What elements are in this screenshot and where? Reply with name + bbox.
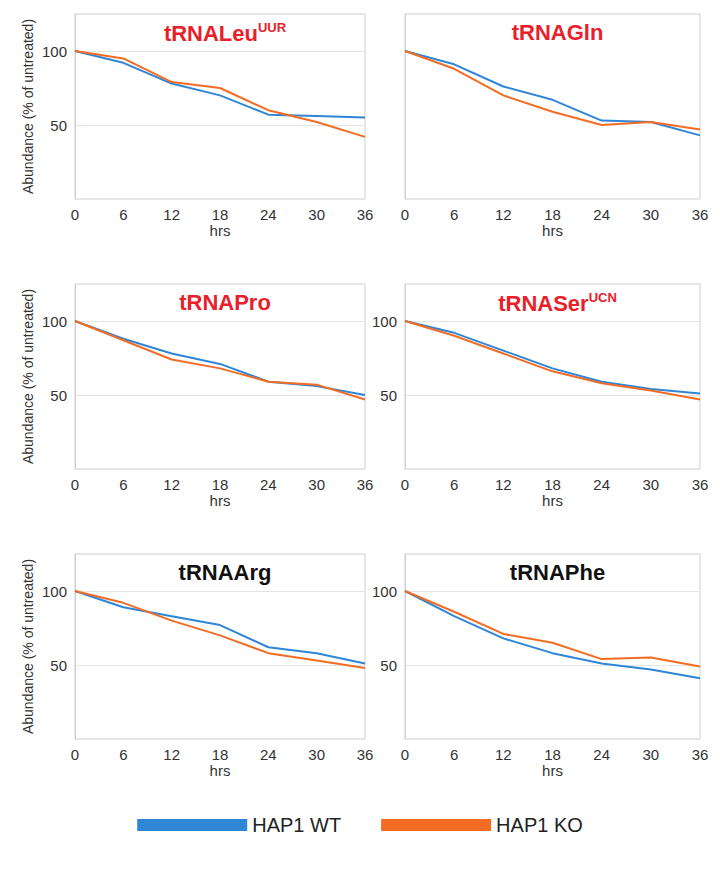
svg-text:18: 18 bbox=[212, 746, 229, 763]
svg-text:UCN: UCN bbox=[589, 290, 617, 305]
svg-text:50: 50 bbox=[380, 657, 397, 674]
svg-text:hrs: hrs bbox=[542, 222, 563, 239]
svg-text:50: 50 bbox=[380, 387, 397, 404]
svg-text:0: 0 bbox=[71, 746, 79, 763]
svg-text:0: 0 bbox=[401, 476, 409, 493]
svg-text:12: 12 bbox=[163, 476, 180, 493]
svg-text:6: 6 bbox=[450, 476, 458, 493]
svg-text:36: 36 bbox=[357, 746, 374, 763]
svg-text:100: 100 bbox=[372, 583, 397, 600]
svg-text:12: 12 bbox=[495, 206, 512, 223]
svg-text:12: 12 bbox=[163, 206, 180, 223]
svg-text:12: 12 bbox=[495, 746, 512, 763]
svg-text:50: 50 bbox=[50, 387, 67, 404]
svg-text:0: 0 bbox=[401, 206, 409, 223]
svg-text:18: 18 bbox=[212, 206, 229, 223]
svg-text:hrs: hrs bbox=[542, 492, 563, 509]
svg-text:24: 24 bbox=[260, 206, 277, 223]
svg-text:18: 18 bbox=[212, 476, 229, 493]
svg-text:6: 6 bbox=[119, 476, 127, 493]
svg-text:24: 24 bbox=[593, 476, 610, 493]
svg-text:50: 50 bbox=[50, 657, 67, 674]
svg-text:100: 100 bbox=[42, 43, 67, 60]
svg-text:6: 6 bbox=[119, 206, 127, 223]
svg-text:50: 50 bbox=[50, 117, 67, 134]
svg-text:Abundance (% of untreated): Abundance (% of untreated) bbox=[20, 19, 36, 194]
svg-text:HAP1 WT: HAP1 WT bbox=[252, 814, 341, 836]
svg-text:hrs: hrs bbox=[542, 762, 563, 779]
svg-text:6: 6 bbox=[450, 746, 458, 763]
svg-text:0: 0 bbox=[401, 746, 409, 763]
svg-text:18: 18 bbox=[544, 476, 561, 493]
svg-text:tRNASer: tRNASer bbox=[498, 291, 589, 316]
svg-text:Abundance (% of untreated): Abundance (% of untreated) bbox=[20, 289, 36, 464]
svg-text:tRNAArg: tRNAArg bbox=[179, 560, 272, 585]
svg-text:100: 100 bbox=[372, 313, 397, 330]
svg-text:6: 6 bbox=[119, 746, 127, 763]
svg-text:24: 24 bbox=[593, 206, 610, 223]
svg-text:tRNAPhe: tRNAPhe bbox=[510, 560, 605, 585]
svg-text:30: 30 bbox=[642, 476, 659, 493]
svg-text:tRNAGln: tRNAGln bbox=[512, 20, 604, 45]
svg-text:100: 100 bbox=[42, 583, 67, 600]
svg-text:HAP1 KO: HAP1 KO bbox=[496, 814, 583, 836]
svg-text:tRNALeu: tRNALeu bbox=[164, 21, 258, 46]
svg-text:12: 12 bbox=[163, 746, 180, 763]
svg-text:6: 6 bbox=[450, 206, 458, 223]
svg-text:Abundance (% of untreated): Abundance (% of untreated) bbox=[20, 559, 36, 734]
svg-text:36: 36 bbox=[357, 476, 374, 493]
svg-text:30: 30 bbox=[308, 206, 325, 223]
svg-text:24: 24 bbox=[260, 476, 277, 493]
svg-text:12: 12 bbox=[495, 476, 512, 493]
svg-text:24: 24 bbox=[260, 746, 277, 763]
svg-text:36: 36 bbox=[692, 206, 709, 223]
svg-text:0: 0 bbox=[71, 476, 79, 493]
svg-text:30: 30 bbox=[642, 206, 659, 223]
svg-text:hrs: hrs bbox=[210, 492, 231, 509]
svg-text:18: 18 bbox=[544, 746, 561, 763]
svg-text:36: 36 bbox=[692, 476, 709, 493]
svg-text:18: 18 bbox=[544, 206, 561, 223]
svg-text:UUR: UUR bbox=[258, 20, 287, 35]
svg-text:36: 36 bbox=[357, 206, 374, 223]
svg-text:0: 0 bbox=[71, 206, 79, 223]
svg-text:hrs: hrs bbox=[210, 222, 231, 239]
svg-text:36: 36 bbox=[692, 746, 709, 763]
svg-text:30: 30 bbox=[308, 476, 325, 493]
svg-text:tRNAPro: tRNAPro bbox=[179, 290, 271, 315]
svg-text:24: 24 bbox=[593, 746, 610, 763]
svg-text:100: 100 bbox=[42, 313, 67, 330]
svg-text:30: 30 bbox=[642, 746, 659, 763]
svg-text:hrs: hrs bbox=[210, 762, 231, 779]
svg-text:30: 30 bbox=[308, 746, 325, 763]
